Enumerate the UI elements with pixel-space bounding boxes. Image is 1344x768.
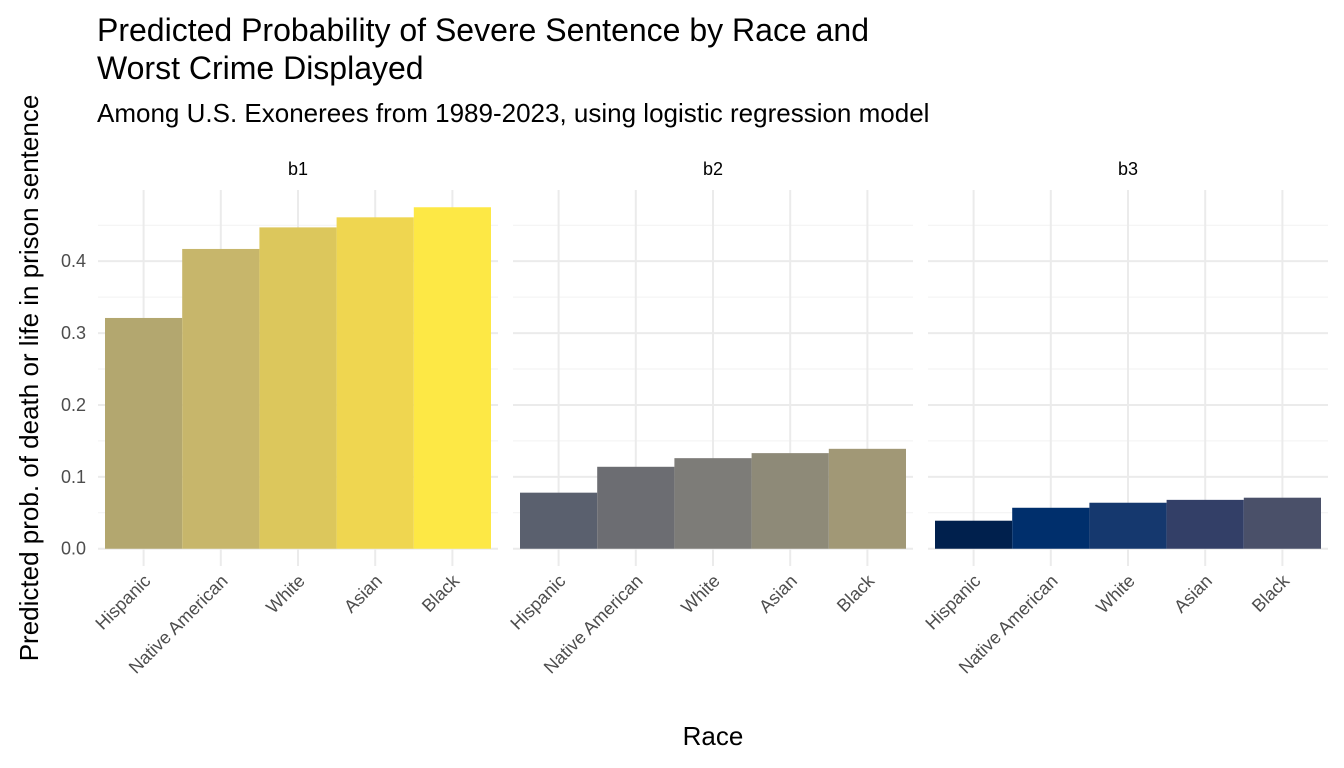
y-tick-label: 0.4 [61, 251, 86, 271]
x-tick-label: Hispanic [921, 571, 984, 634]
x-tick-label: Black [833, 570, 879, 616]
facet-label: b3 [1118, 159, 1138, 179]
bar [674, 458, 752, 549]
x-tick-label: Asian [755, 571, 801, 617]
bar [520, 492, 598, 549]
bar [182, 248, 260, 549]
x-axis-title: Race [683, 721, 744, 751]
x-tick-label: Asian [1170, 571, 1216, 617]
bar [413, 207, 491, 549]
y-tick-label: 0.3 [61, 323, 86, 343]
x-tick-label: White [1092, 571, 1139, 618]
bar [935, 520, 1013, 549]
bar [105, 317, 183, 549]
x-tick-label: White [262, 571, 309, 618]
y-axis-title: Predicted prob. of death or life in pris… [14, 95, 44, 662]
chart-title: Predicted Probability of Severe Sentence… [97, 12, 869, 48]
bar [597, 466, 675, 549]
facet-label: b1 [288, 159, 308, 179]
x-tick-label: Hispanic [506, 571, 569, 634]
bar [1089, 502, 1167, 549]
chart-title: Worst Crime Displayed [97, 50, 424, 86]
x-tick-label: Hispanic [91, 571, 154, 634]
bar [259, 227, 337, 549]
bar [751, 453, 829, 549]
x-tick-label: Black [418, 570, 464, 616]
chart-subtitle: Among U.S. Exonerees from 1989-2023, usi… [97, 98, 929, 128]
x-tick-label: White [677, 571, 724, 618]
bar [1166, 499, 1244, 549]
bar [336, 217, 414, 549]
bar [1243, 497, 1321, 549]
y-tick-label: 0.0 [61, 539, 86, 559]
y-tick-label: 0.2 [61, 395, 86, 415]
facet-label: b2 [703, 159, 723, 179]
bar [1012, 507, 1090, 549]
x-tick-label: Black [1248, 570, 1294, 616]
bar [828, 448, 906, 549]
y-tick-label: 0.1 [61, 467, 86, 487]
x-tick-label: Asian [340, 571, 386, 617]
